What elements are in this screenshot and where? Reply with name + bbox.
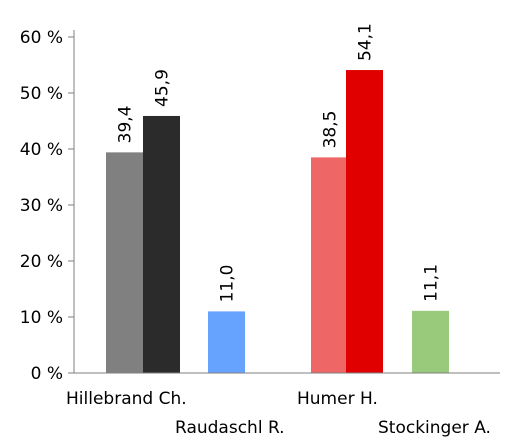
- y-tick-label: 40 %: [20, 140, 63, 160]
- data-labels: 39,4 45,9 11,0 38,5 54,1 11,1: [116, 23, 442, 302]
- y-axis: 0 % 10 % 20 % 30 % 40 % 50 % 60 %: [20, 28, 75, 384]
- bar: [346, 70, 383, 373]
- y-tick-label: 60 %: [20, 28, 63, 48]
- bar-value-label: 11,0: [218, 265, 238, 303]
- bar: [106, 152, 143, 373]
- y-tick-label: 20 %: [20, 252, 63, 272]
- y-tick-label: 50 %: [20, 84, 63, 104]
- bar: [143, 115, 180, 374]
- x-axis: Hillebrand Ch. Raudaschl R. Humer H.Stocki…: [66, 372, 500, 438]
- bar-value-label: 38,5: [321, 111, 341, 149]
- x-category-label: Raudaschl R.: [175, 418, 285, 438]
- y-tick-label: 10 %: [20, 308, 63, 328]
- x-category-label: Stockinger A.: [378, 418, 491, 438]
- y-tick-label: 30 %: [20, 196, 63, 216]
- bar-value-label: 39,4: [116, 106, 136, 144]
- bar-value-label: 45,9: [153, 69, 173, 107]
- bar: [412, 310, 449, 373]
- y-tick-label: 0 %: [31, 364, 63, 384]
- x-category-label: Humer H.: [297, 389, 378, 409]
- bars: [106, 70, 449, 374]
- bar-value-label: 11,1: [422, 264, 442, 302]
- x-category-label: Hillebrand Ch.: [66, 389, 187, 409]
- bar: [208, 311, 245, 373]
- bar-value-label: 54,1: [356, 23, 376, 61]
- bar: [311, 157, 348, 373]
